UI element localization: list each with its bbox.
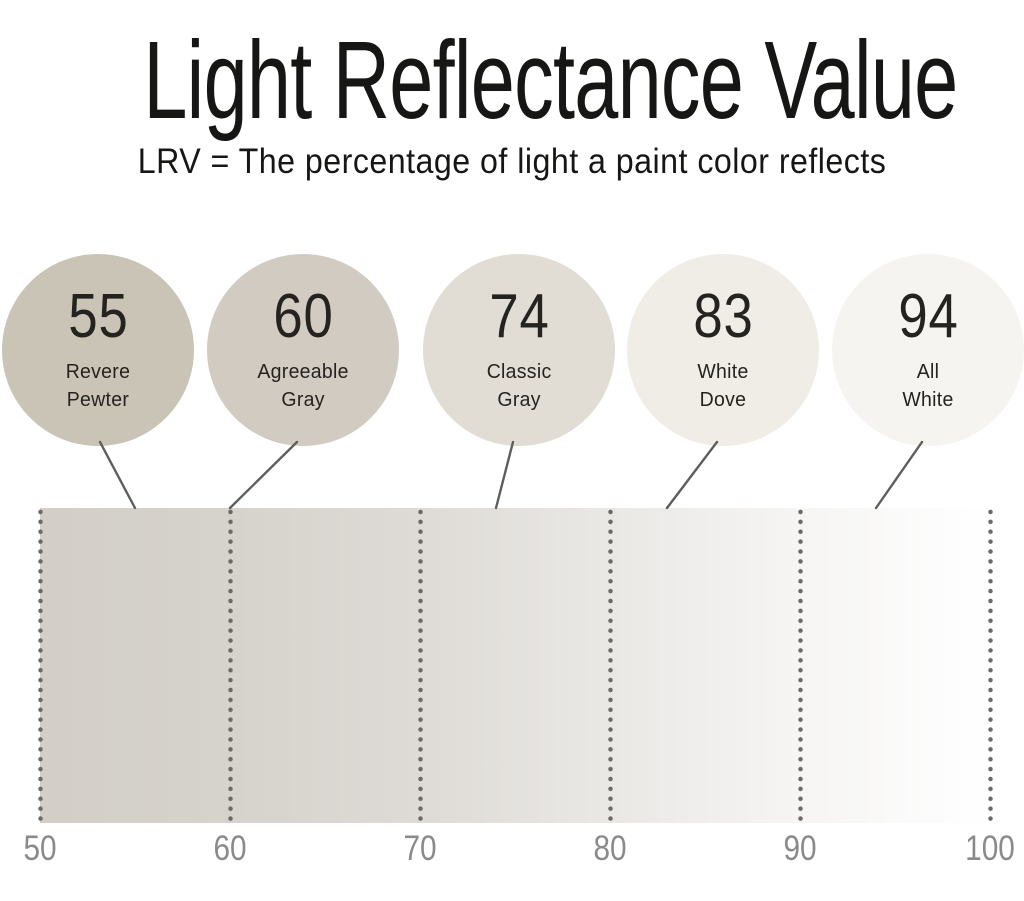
- dotted-gridline: [987, 507, 993, 823]
- lrv-value: 74: [488, 282, 550, 351]
- swatch-circle-white-dove: 83 White Dove: [627, 254, 819, 446]
- swatch-name-line: Classic: [486, 360, 552, 383]
- lrv-value: 60: [272, 282, 334, 351]
- axis-tick-label: 80: [593, 829, 627, 868]
- swatch-name-line: Revere: [65, 360, 131, 383]
- connector-line: [874, 440, 924, 510]
- swatch-name-line: Pewter: [66, 388, 130, 411]
- axis-tick-label: 100: [965, 829, 1015, 868]
- gradient-scale-bar: [40, 508, 990, 823]
- connector-line: [665, 440, 719, 510]
- axis-tick-label: 90: [783, 829, 817, 868]
- page-title: Light Reflectance Value: [143, 19, 958, 142]
- connector-line: [494, 440, 515, 510]
- swatch-name: Agreeable Gray: [257, 358, 348, 414]
- swatch-name-line: White: [697, 360, 749, 383]
- axis-tick-label: 50: [23, 829, 57, 868]
- swatch-circle-agreeable-gray: 60 Agreeable Gray: [207, 254, 399, 446]
- connector-line: [228, 440, 299, 510]
- swatch-name-line: All: [916, 360, 940, 383]
- axis-tick-label: 60: [213, 829, 247, 868]
- lrv-value: 94: [897, 282, 959, 351]
- swatch-name: All White: [902, 358, 953, 414]
- swatch-name-line: White: [902, 388, 954, 411]
- dotted-gridline: [607, 507, 613, 823]
- swatch-circle-revere-pewter: 55 Revere Pewter: [2, 254, 194, 446]
- swatch-name: Revere Pewter: [66, 358, 130, 414]
- dotted-gridline: [417, 507, 423, 823]
- lrv-value: 55: [67, 282, 129, 351]
- axis-tick-label: 70: [403, 829, 437, 868]
- swatch-circle-classic-gray: 74 Classic Gray: [423, 254, 615, 446]
- swatch-name-line: Gray: [497, 388, 541, 411]
- swatch-name: Classic Gray: [487, 358, 552, 414]
- connector-line: [98, 440, 137, 510]
- swatch-name: White Dove: [697, 358, 748, 414]
- dotted-gridline: [37, 507, 43, 823]
- swatch-circle-all-white: 94 All White: [832, 254, 1024, 446]
- swatch-name-line: Agreeable: [257, 360, 349, 383]
- swatch-name-line: Gray: [281, 388, 325, 411]
- dotted-gridline: [797, 507, 803, 823]
- lrv-value: 83: [692, 282, 754, 351]
- swatch-name-line: Dove: [699, 388, 747, 411]
- subtitle: LRV = The percentage of light a paint co…: [137, 142, 887, 181]
- dotted-gridline: [227, 507, 233, 823]
